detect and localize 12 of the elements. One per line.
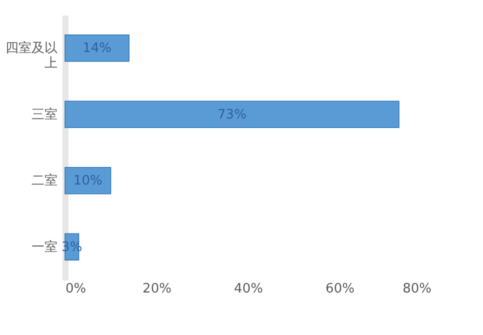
y-tick-label: 一室	[32, 238, 58, 255]
x-tick-label: 80%	[402, 282, 432, 296]
x-tick-label: 60%	[326, 282, 354, 296]
y-tick-label: 二室	[32, 172, 58, 189]
data-label: 10%	[73, 174, 102, 189]
y-tick-label: 三室	[32, 106, 58, 122]
x-tick-label: 0%	[66, 282, 86, 296]
y-tick-label: 四室及以上	[6, 40, 58, 72]
x-tick-label: 40%	[234, 282, 263, 296]
data-label: 14%	[82, 41, 112, 56]
data-label: 73%	[218, 107, 246, 122]
x-tick-label: 20%	[142, 282, 172, 296]
